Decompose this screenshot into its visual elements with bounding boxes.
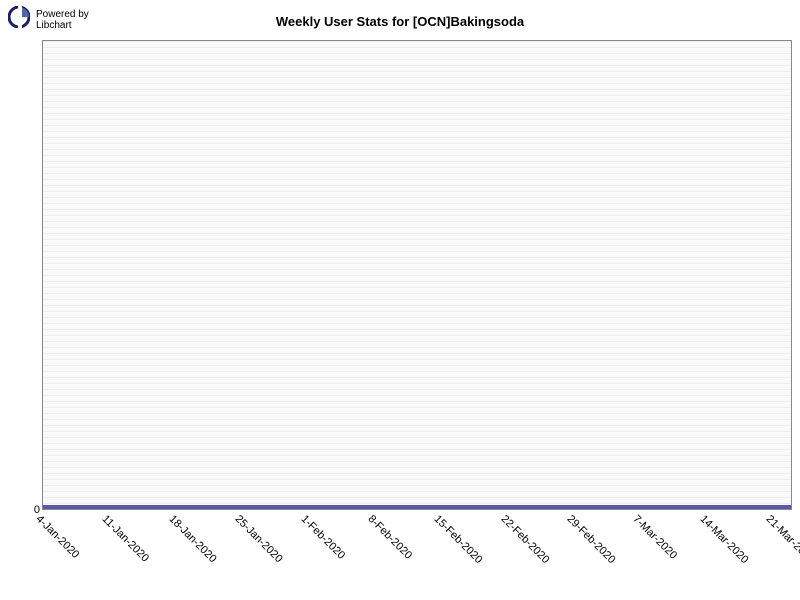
x-tick-label: 15-Feb-2020 (432, 513, 485, 566)
x-tick-label: 7-Mar-2020 (631, 513, 680, 562)
plot-grid (43, 41, 791, 509)
x-tick-label: 4-Jan-2020 (34, 513, 82, 561)
x-axis-ticks: 4-Jan-202011-Jan-202018-Jan-202025-Jan-2… (42, 513, 792, 593)
x-tick-label: 29-Feb-2020 (564, 513, 617, 566)
y-tick-label: 0 (30, 504, 40, 516)
x-tick-label: 22-Feb-2020 (498, 513, 551, 566)
x-tick-label: 8-Feb-2020 (365, 513, 414, 562)
plot-area (42, 40, 792, 510)
x-tick-label: 1-Feb-2020 (299, 513, 348, 562)
x-tick-label: 11-Jan-2020 (100, 513, 152, 565)
chart-title: Weekly User Stats for [OCN]Bakingsoda (0, 14, 800, 29)
x-tick-label: 18-Jan-2020 (166, 513, 218, 565)
x-tick-label: 25-Jan-2020 (233, 513, 285, 565)
series-line (43, 505, 791, 509)
x-tick-label: 14-Mar-2020 (697, 513, 750, 566)
x-tick-label: 21-Mar-2020 (764, 513, 800, 566)
